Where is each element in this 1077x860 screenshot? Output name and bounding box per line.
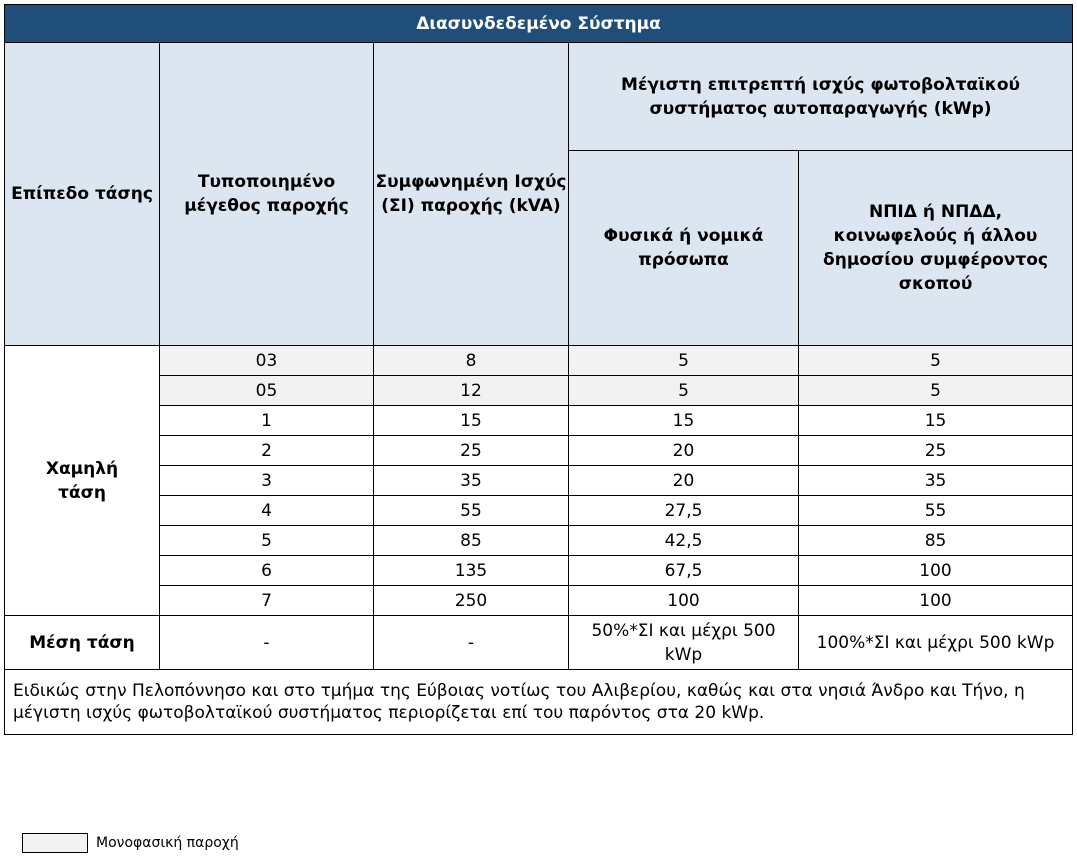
cell-size: 7 — [159, 585, 374, 616]
legend-label: Μονοφασική παροχή — [96, 835, 239, 851]
table-row: 5 85 42,5 85 — [5, 525, 1074, 556]
cell-public: 100%*ΣΙ και μέχρι 500 kWp — [797, 615, 1074, 670]
table-row: 05 12 5 5 — [5, 375, 1074, 406]
table-row: 2 25 20 25 — [5, 435, 1074, 466]
cell-public: 85 — [797, 525, 1074, 556]
table-title: Διασυνδεδεμένο Σύστημα — [3, 4, 1074, 43]
cell-size: 05 — [159, 375, 374, 406]
cell-public: 35 — [797, 465, 1074, 496]
cell-size: 1 — [159, 405, 374, 436]
cell-persons: 100 — [568, 585, 799, 616]
cell-public: 55 — [797, 495, 1074, 526]
low-voltage-label: Χαμηλή τάση — [4, 345, 160, 616]
cell-persons: 15 — [568, 405, 799, 436]
cell-agreed: 25 — [373, 435, 569, 466]
table-row: 7 250 100 100 — [5, 585, 1074, 616]
cell-size: 03 — [159, 345, 374, 376]
cell-public: 100 — [797, 585, 1074, 616]
table-row: 6 135 67,5 100 — [5, 555, 1074, 586]
table-note: Ειδικώς στην Πελοπόννησο και στο τμήμα τ… — [3, 669, 1074, 735]
cell-public: 100 — [797, 555, 1074, 586]
medium-voltage-label: Μέση τάση — [4, 615, 160, 670]
cell-persons: 42,5 — [568, 525, 799, 556]
cell-agreed: 135 — [373, 555, 569, 586]
table-row: 3 35 20 35 — [5, 465, 1074, 496]
cell-agreed: 250 — [373, 585, 569, 616]
cell-agreed: 12 — [373, 375, 569, 406]
cell-size: 3 — [159, 465, 374, 496]
legend: Μονοφασική παροχή — [22, 833, 239, 853]
cell-persons: 20 — [568, 435, 799, 466]
cell-persons: 27,5 — [568, 495, 799, 526]
table-row: 4 55 27,5 55 — [5, 495, 1074, 526]
cell-size: 2 — [159, 435, 374, 466]
cell-persons: 20 — [568, 465, 799, 496]
header-max-power-group: Μέγιστη επιτρεπτή ισχύς φωτοβολταϊκού συ… — [567, 42, 1074, 151]
cell-size: 5 — [159, 525, 374, 556]
table-row: 1 15 15 15 — [5, 405, 1074, 436]
cell-size: 4 — [159, 495, 374, 526]
table-row-medium-voltage: Μέση τάση - - 50%*ΣΙ και μέχρι 500 kWp 1… — [4, 615, 1074, 670]
legend-swatch — [22, 833, 88, 853]
header-public: ΝΠΙΔ ή ΝΠΔΔ, κοινωφελούς ή άλλου δημοσίο… — [797, 150, 1074, 346]
cell-agreed: - — [373, 615, 569, 670]
cell-agreed: 15 — [373, 405, 569, 436]
header-agreed-power: Συμφωνημένη Ισχύς (ΣΙ) παροχής (kVA) — [373, 42, 569, 346]
cell-persons: 5 — [568, 345, 799, 376]
cell-agreed: 35 — [373, 465, 569, 496]
header-voltage-level: Επίπεδο τάσης — [4, 42, 160, 346]
cell-public: 15 — [797, 405, 1074, 436]
cell-size: - — [159, 615, 374, 670]
cell-persons: 5 — [568, 375, 799, 406]
cell-agreed: 8 — [373, 345, 569, 376]
cell-persons: 67,5 — [568, 555, 799, 586]
cell-agreed: 85 — [373, 525, 569, 556]
cell-persons: 50%*ΣΙ και μέχρι 500 kWp — [568, 615, 799, 670]
cell-public: 5 — [797, 345, 1074, 376]
table-row: Χαμηλή τάση 03 8 5 5 — [4, 345, 1074, 616]
cell-agreed: 55 — [373, 495, 569, 526]
cell-public: 25 — [797, 435, 1074, 466]
header-persons: Φυσικά ή νομικά πρόσωπα — [568, 150, 799, 346]
pv-power-table: Διασυνδεδεμένο Σύστημα Επίπεδο τάσης Τυπ… — [3, 4, 1074, 735]
header-standard-size: Τυποποιημένο μέγεθος παροχής — [159, 42, 374, 346]
cell-public: 5 — [797, 375, 1074, 406]
cell-size: 6 — [159, 555, 374, 586]
